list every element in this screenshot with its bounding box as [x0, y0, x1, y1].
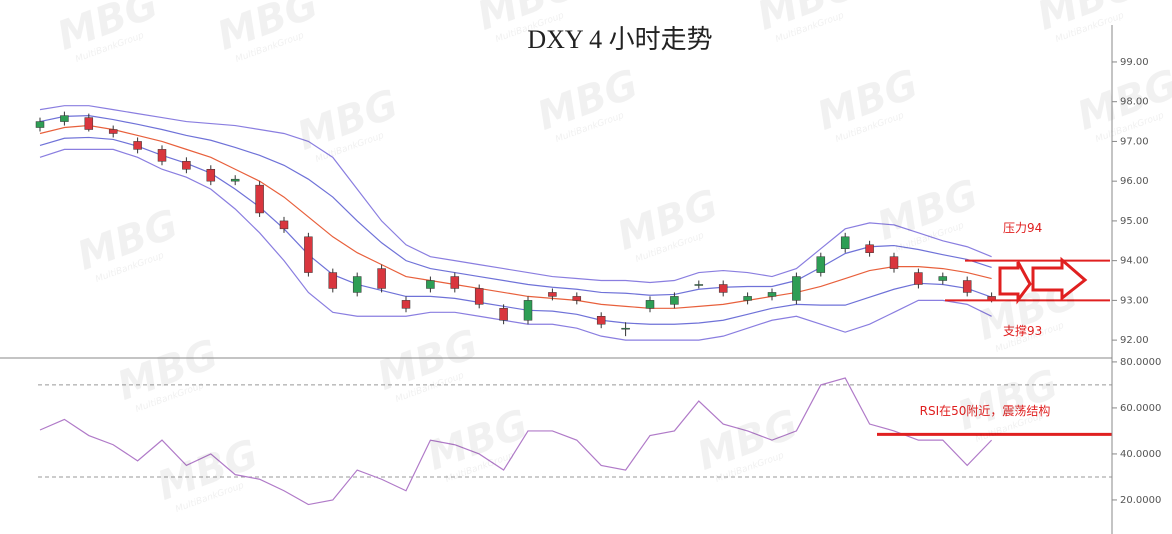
- candle-body: [230, 178, 240, 182]
- candle-body: [279, 220, 289, 230]
- candle-body: [645, 300, 655, 309]
- y-tick-label: 40.0000: [1120, 449, 1161, 460]
- candle-body: [865, 244, 874, 253]
- candle-body: [816, 256, 826, 273]
- y-tick-label: 97.00: [1120, 136, 1149, 147]
- candle-body: [255, 184, 264, 214]
- candle-body: [962, 280, 972, 293]
- candle-body: [401, 300, 411, 309]
- arrow-right-small: [998, 261, 1032, 305]
- candle-body: [523, 300, 533, 321]
- candle-body: [792, 276, 801, 301]
- rsi-line: [39, 377, 993, 506]
- y-tick-label: 99.00: [1120, 57, 1149, 68]
- candle-body: [84, 117, 94, 130]
- candle-body: [621, 327, 630, 330]
- y-tick-label: 95.00: [1120, 216, 1149, 227]
- candle-body: [499, 308, 508, 321]
- y-tick-label: 98.00: [1120, 97, 1149, 108]
- band-line: [39, 114, 992, 296]
- band-line: [39, 136, 992, 325]
- band-line: [39, 148, 992, 341]
- candle-body: [108, 129, 118, 134]
- candle-body: [352, 276, 362, 293]
- candle-body: [60, 115, 69, 122]
- y-tick-label: 96.00: [1120, 176, 1149, 187]
- candle-body: [572, 296, 582, 301]
- arrow-right: [1031, 256, 1088, 302]
- annotation-label: 支撑93: [1003, 323, 1042, 338]
- candle-body: [377, 268, 386, 289]
- candle-body: [694, 284, 704, 286]
- candle-body: [889, 256, 899, 269]
- candle-body: [718, 284, 728, 293]
- candle-body: [474, 288, 484, 305]
- y-tick-label: 94.00: [1120, 256, 1149, 267]
- candle-body: [182, 161, 191, 170]
- candle-body: [548, 292, 557, 297]
- annotation-label: 压力94: [1003, 221, 1042, 235]
- candle-body: [133, 141, 142, 150]
- y-tick-label: 92.00: [1120, 335, 1149, 346]
- candle-body: [743, 296, 752, 301]
- candle-body: [840, 236, 850, 249]
- candle-body: [35, 121, 45, 128]
- candle-body: [157, 149, 167, 162]
- candle-body: [914, 272, 923, 285]
- arrows: [998, 256, 1088, 305]
- candle-body: [596, 316, 606, 325]
- candle-body: [206, 168, 216, 182]
- band-line: [39, 105, 992, 284]
- candle-body: [328, 272, 338, 289]
- candle-body: [450, 276, 460, 289]
- candle-body: [426, 280, 435, 289]
- y-tick-label: 93.00: [1120, 295, 1149, 306]
- annotation-label: RSI在50附近，震荡结构: [920, 403, 1051, 418]
- candle-body: [767, 292, 777, 297]
- candle-body: [670, 296, 679, 305]
- candle-body: [304, 236, 313, 273]
- y-tick-label: 20.0000: [1120, 495, 1161, 506]
- chart-title: DXY 4 小时走势: [527, 25, 712, 54]
- y-tick-label: 60.0000: [1120, 403, 1161, 414]
- band-line: [39, 124, 992, 309]
- plot: 92.00 93.00 94.00 95.00 96.00 97.00 98.00 99.00…: [35, 57, 1161, 506]
- candle-body: [938, 276, 948, 281]
- y-tick-label: 80.0000: [1120, 357, 1161, 368]
